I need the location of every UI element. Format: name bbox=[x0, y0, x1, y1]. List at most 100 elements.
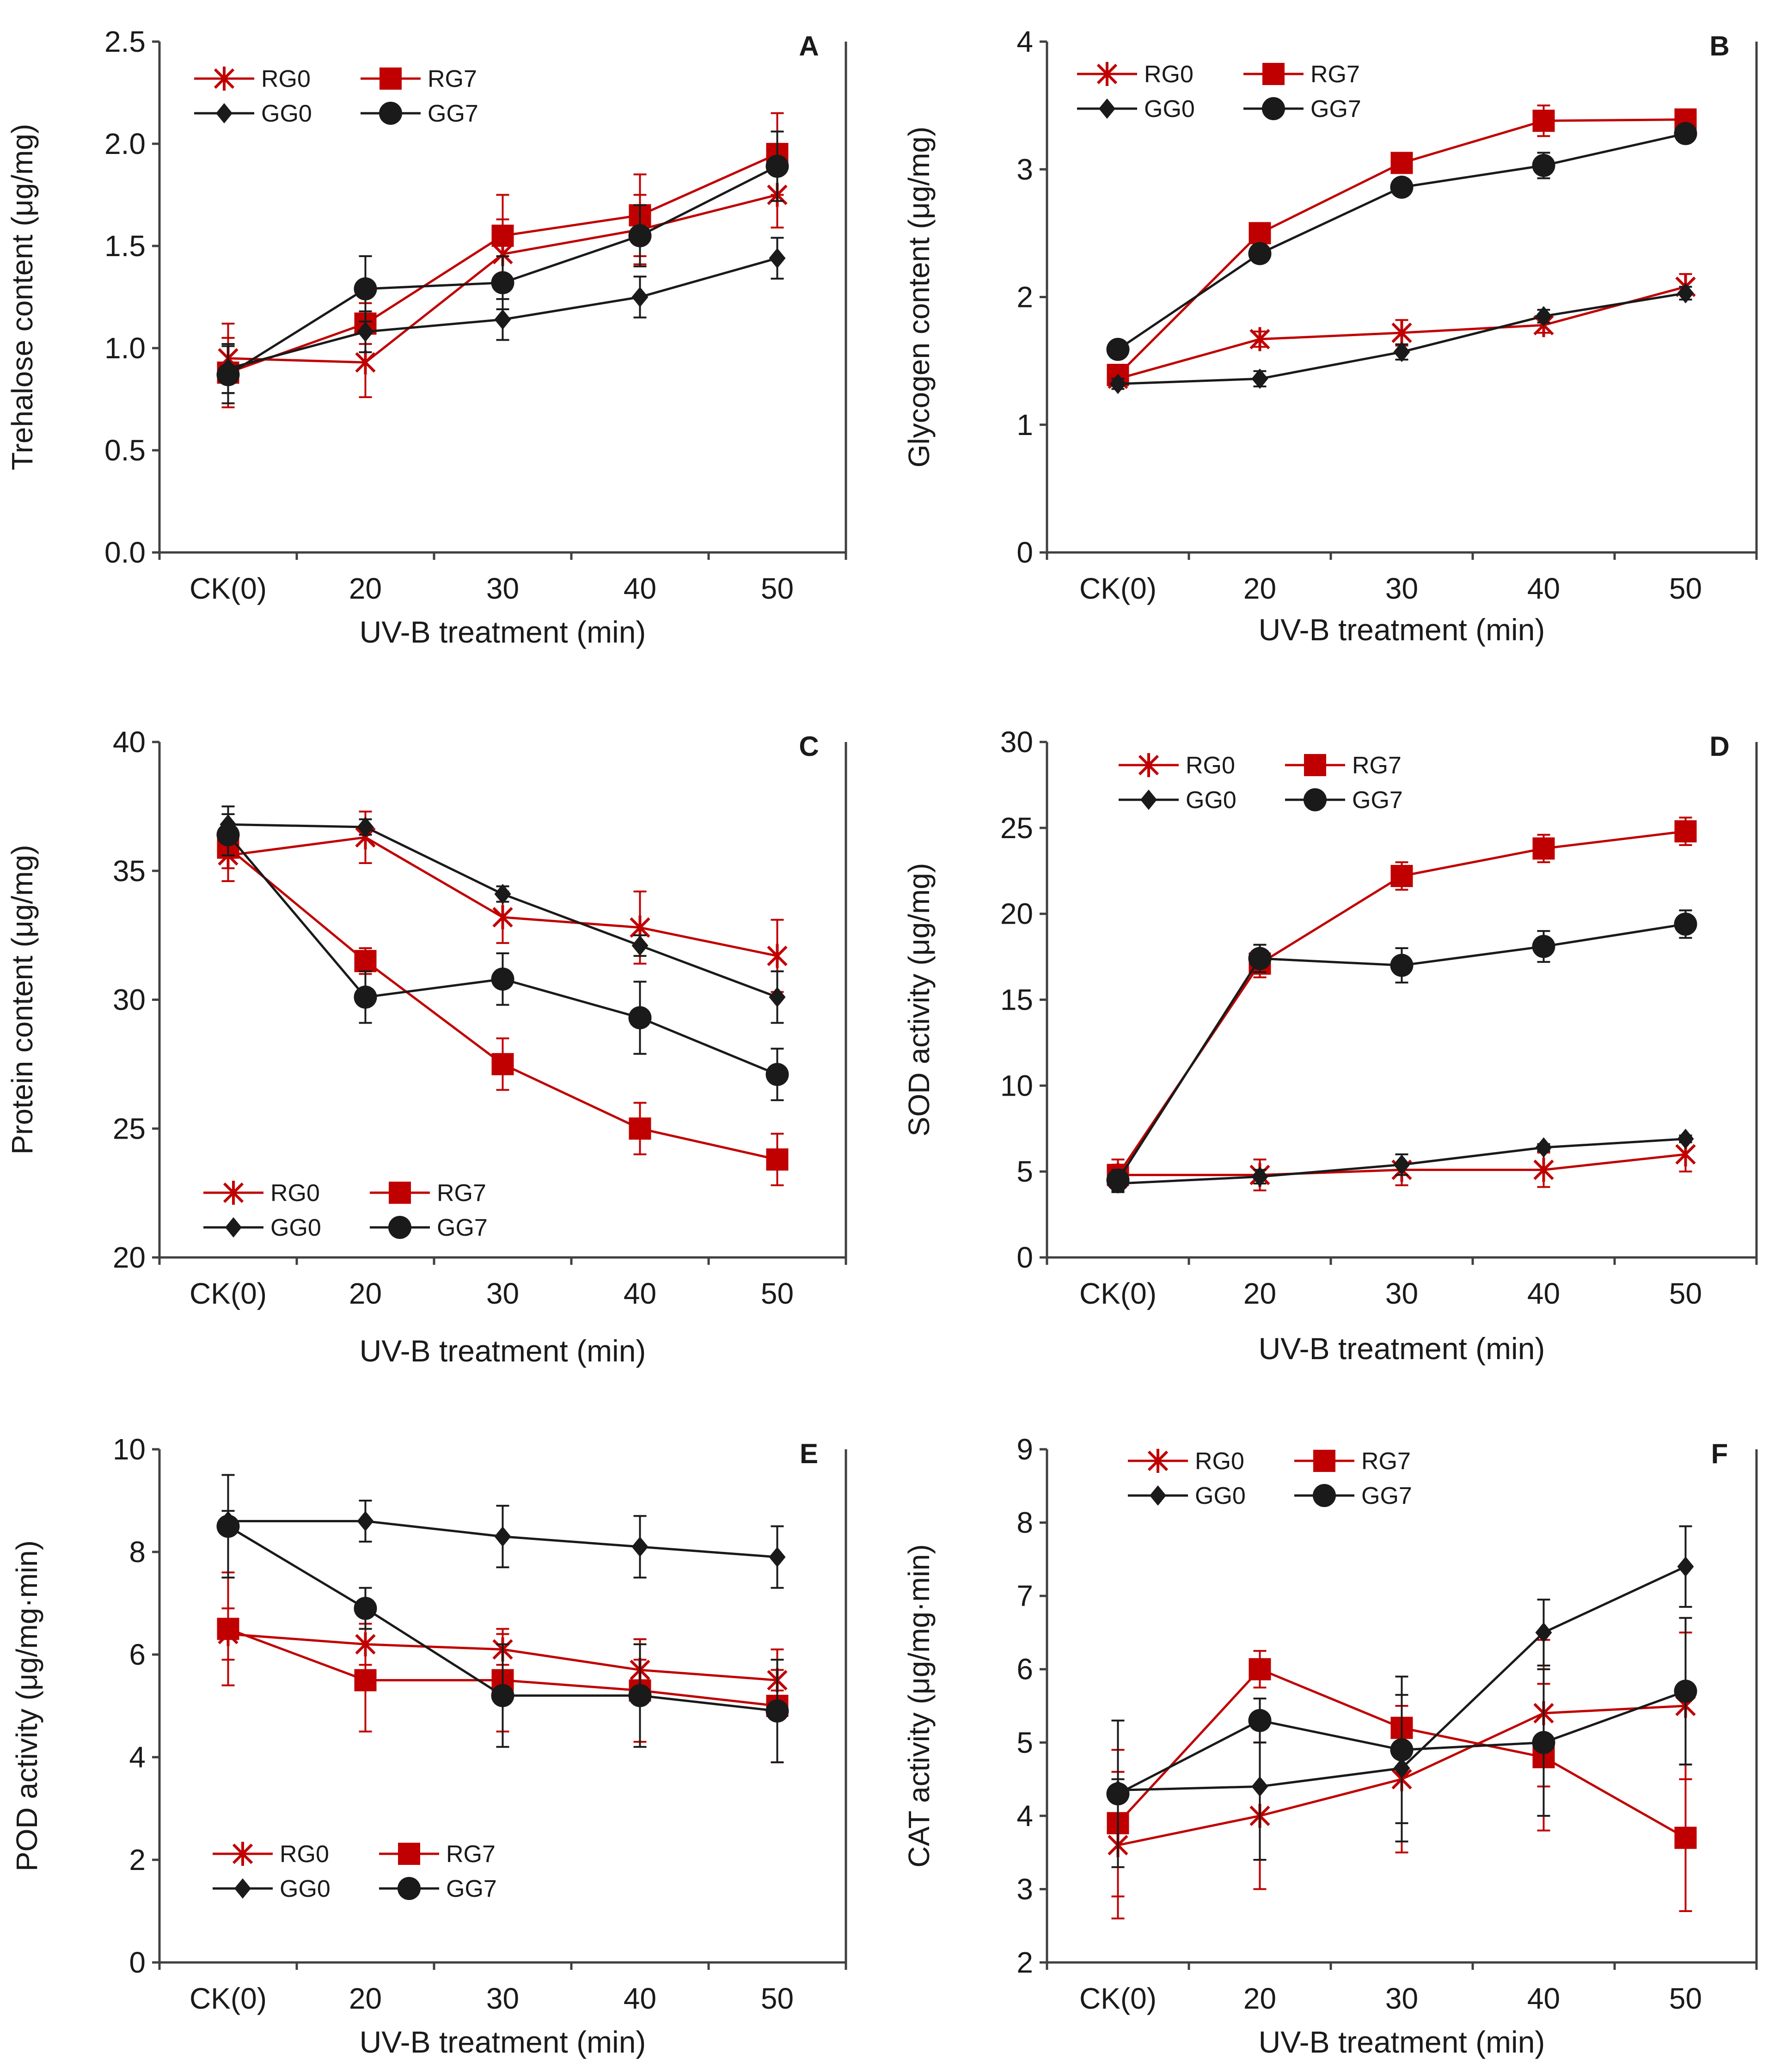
y-tick-label: 1.5 bbox=[104, 229, 146, 263]
panel-letter: F bbox=[1711, 1438, 1728, 1469]
y-tick-label: 3 bbox=[1016, 153, 1033, 186]
legend-label: RG7 bbox=[437, 1180, 486, 1207]
x-tick-label: CK(0) bbox=[1079, 1277, 1157, 1310]
legend-label: GG0 bbox=[280, 1876, 331, 1902]
legend-marker-rg7 bbox=[389, 1182, 411, 1204]
legend-marker-gg7 bbox=[1262, 97, 1285, 120]
x-tick-label: 20 bbox=[1243, 572, 1276, 605]
data-point-rg7 bbox=[491, 1053, 514, 1075]
legend-label: RG7 bbox=[446, 1841, 496, 1868]
x-tick-label: 40 bbox=[624, 572, 656, 605]
legend-marker-gg7 bbox=[1304, 788, 1327, 811]
data-point-gg7 bbox=[1106, 337, 1130, 361]
legend-marker-rg0 bbox=[1138, 753, 1159, 777]
x-tick-label: 30 bbox=[1385, 1277, 1418, 1310]
data-point-rg7 bbox=[1249, 1658, 1271, 1680]
data-point-gg7 bbox=[491, 967, 514, 991]
x-tick-label: 20 bbox=[1243, 1982, 1276, 2015]
legend-marker-gg7 bbox=[388, 1216, 411, 1239]
data-point-rg7 bbox=[766, 1148, 789, 1171]
x-tick-label: 50 bbox=[1669, 1982, 1702, 2015]
y-tick-label: 15 bbox=[1000, 983, 1033, 1017]
data-point-rg7 bbox=[629, 1117, 651, 1140]
y-tick-label: 2 bbox=[1016, 1946, 1033, 1979]
panel-letter: C bbox=[799, 731, 819, 762]
x-axis-title: UV-B treatment (min) bbox=[1259, 1331, 1545, 1366]
data-point-gg0 bbox=[494, 883, 511, 904]
legend-marker-gg7 bbox=[379, 102, 402, 125]
data-point-gg7 bbox=[1674, 912, 1697, 936]
legend-label: RG7 bbox=[1352, 752, 1402, 779]
legend-marker-rg0 bbox=[223, 1181, 244, 1205]
data-point-gg0 bbox=[1251, 368, 1268, 389]
x-tick-label: 50 bbox=[1669, 1277, 1702, 1310]
legend-label: RG0 bbox=[261, 66, 311, 92]
y-tick-label: 6 bbox=[1016, 1653, 1033, 1686]
x-axis-title: UV-B treatment (min) bbox=[1259, 613, 1545, 647]
data-point-gg0 bbox=[357, 816, 374, 837]
y-tick-label: 10 bbox=[113, 1433, 146, 1466]
legend-label: RG0 bbox=[1144, 61, 1194, 88]
legend-label: GG7 bbox=[428, 100, 478, 127]
x-tick-label: CK(0) bbox=[1079, 1982, 1157, 2015]
y-tick-label: 0 bbox=[1016, 1241, 1033, 1274]
data-point-gg7 bbox=[765, 1699, 789, 1723]
y-tick-label: 5 bbox=[1016, 1155, 1033, 1188]
x-tick-label: CK(0) bbox=[190, 572, 267, 605]
data-point-gg7 bbox=[1674, 1680, 1697, 1703]
data-point-gg0 bbox=[769, 1547, 786, 1568]
y-tick-label: 10 bbox=[1000, 1069, 1033, 1102]
data-point-gg0 bbox=[631, 287, 649, 307]
data-point-gg0 bbox=[1393, 1154, 1410, 1175]
x-tick-label: 30 bbox=[486, 572, 519, 605]
legend-label: RG0 bbox=[1195, 1448, 1244, 1475]
data-point-gg7 bbox=[1674, 122, 1697, 145]
legend-label: GG7 bbox=[446, 1876, 497, 1902]
data-point-gg7 bbox=[1532, 1731, 1555, 1754]
y-tick-label: 1.0 bbox=[104, 331, 146, 365]
x-tick-label: CK(0) bbox=[190, 1277, 267, 1310]
data-point-gg7 bbox=[628, 1684, 652, 1707]
y-tick-label: 30 bbox=[1000, 725, 1033, 759]
x-tick-label: CK(0) bbox=[1079, 572, 1157, 605]
x-tick-label: 30 bbox=[1385, 572, 1418, 605]
y-axis-title: SOD activity (μg/mg) bbox=[902, 863, 936, 1137]
legend-label: GG0 bbox=[1195, 1483, 1246, 1509]
data-point-gg0 bbox=[769, 987, 786, 1007]
x-tick-label: 50 bbox=[761, 572, 794, 605]
data-point-rg7 bbox=[1390, 152, 1413, 174]
data-point-rg7 bbox=[1249, 222, 1271, 245]
y-tick-label: 9 bbox=[1016, 1433, 1033, 1466]
y-tick-label: 4 bbox=[1016, 25, 1033, 58]
data-point-gg7 bbox=[1248, 242, 1272, 265]
data-point-gg7 bbox=[1248, 947, 1272, 970]
legend-marker-gg0 bbox=[1099, 98, 1115, 119]
legend-label: RG7 bbox=[1310, 61, 1360, 88]
legend-label: GG0 bbox=[1186, 787, 1236, 814]
y-tick-label: 2.0 bbox=[104, 127, 146, 160]
y-tick-label: 25 bbox=[1000, 811, 1033, 845]
y-tick-label: 5 bbox=[1016, 1726, 1033, 1759]
x-tick-label: 20 bbox=[1243, 1277, 1276, 1310]
x-tick-label: 30 bbox=[486, 1277, 519, 1310]
legend-label: GG0 bbox=[261, 100, 312, 127]
panel-letter: B bbox=[1709, 31, 1729, 61]
x-tick-label: 30 bbox=[486, 1982, 519, 2015]
data-point-gg0 bbox=[357, 1511, 374, 1532]
x-tick-label: 40 bbox=[1527, 1277, 1560, 1310]
data-point-gg0 bbox=[1677, 1556, 1694, 1577]
data-point-gg7 bbox=[216, 363, 240, 386]
y-tick-label: 35 bbox=[113, 854, 146, 888]
y-axis-title: POD activity (μg/mg·min) bbox=[10, 1540, 43, 1871]
legend-label: GG0 bbox=[1144, 96, 1195, 123]
legend-label: GG0 bbox=[270, 1214, 321, 1241]
data-point-gg7 bbox=[628, 224, 652, 247]
panel-a: 0.0 0.5 1.0 1.5 2.0 2.5 CK(0) 20 30 40 50 UV-B trea… bbox=[6, 25, 847, 649]
panel-letter: D bbox=[1709, 731, 1729, 762]
legend-marker-rg7 bbox=[1262, 63, 1285, 85]
y-tick-label: 2 bbox=[1016, 281, 1033, 314]
legend-label: RG0 bbox=[270, 1180, 320, 1207]
legend-label: GG7 bbox=[1361, 1483, 1412, 1509]
y-tick-label: 0.5 bbox=[104, 434, 146, 467]
y-axis-title: Trehalose content (μg/mg) bbox=[6, 124, 39, 471]
